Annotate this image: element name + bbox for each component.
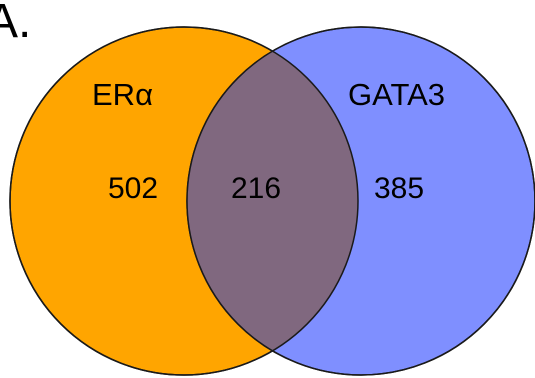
shared-count: 216 xyxy=(231,172,281,205)
era-only-count: 502 xyxy=(108,172,158,205)
era-circle-outline xyxy=(9,26,359,376)
gata3-only-count: 385 xyxy=(374,172,424,205)
gata3-set-label: GATA3 xyxy=(348,77,445,112)
overlap-region xyxy=(187,27,358,375)
panel-label: A. xyxy=(0,0,31,48)
gata3-circle-outline xyxy=(186,26,535,376)
era-set-label: ERα xyxy=(92,77,153,112)
